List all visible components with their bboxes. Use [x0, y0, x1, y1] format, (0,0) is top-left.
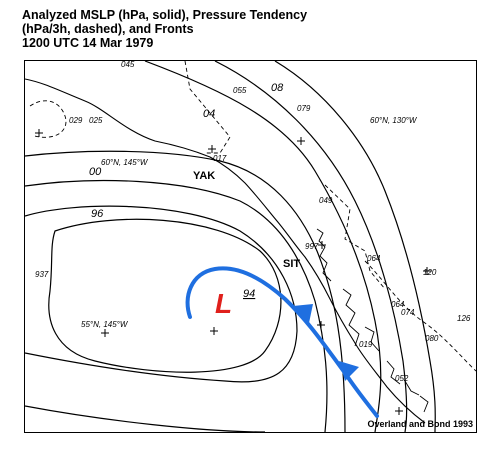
latlon-label-60n-145w: 60°N, 145°W [101, 158, 149, 167]
map-title: Analyzed MSLP (hPa, solid), Pressure Ten… [22, 8, 382, 50]
isobar-label-96: 96 [91, 208, 104, 220]
tendency-label: 064 [367, 254, 381, 263]
front-line [185, 266, 379, 418]
low-symbol: L [215, 288, 232, 319]
tendency-label: 055 [233, 86, 247, 95]
isobar [24, 179, 328, 433]
tendency-label: 080 [425, 334, 439, 343]
tendency-label: 052 [395, 374, 409, 383]
latlon-label-55n-145w: 55°N, 145°W [81, 320, 129, 329]
tendency-label: 017 [213, 154, 227, 163]
front-triangle [293, 304, 313, 323]
tendency-label: 074 [401, 308, 415, 317]
latlon-label-60n-130w: 60°N, 130°W [370, 116, 418, 125]
coastline-islands [316, 228, 429, 413]
isobar [24, 205, 298, 383]
isobar [48, 218, 282, 373]
isobar [144, 60, 382, 433]
isobar [24, 150, 346, 433]
tendency-label: 049 [319, 196, 333, 205]
tendency-label: 045 [121, 61, 135, 69]
isobar [24, 405, 266, 433]
tendency-dashed-1 [29, 100, 67, 138]
title-line-3: 1200 UTC 14 Mar 1979 [22, 36, 154, 50]
tendency-label: 997 [305, 242, 319, 251]
credit-label: Overland and Bond 1993 [367, 419, 473, 429]
border-dashed-2 [324, 184, 386, 290]
tendency-label: 019 [359, 340, 373, 349]
tendency-labels: 045 055 079 029 025 017 049 997 064 120 … [35, 60, 471, 383]
front-triangle [339, 361, 359, 381]
plus-markers [35, 129, 431, 415]
tendency-label: 937 [35, 270, 49, 279]
tendency-label: 120 [423, 268, 437, 277]
tendency-dashed-2 [364, 260, 477, 372]
title-line-1: Analyzed MSLP (hPa, solid), Pressure Ten… [22, 8, 308, 22]
tendency-label: 064 [391, 300, 405, 309]
isobar [214, 60, 408, 433]
tendency-label: 126 [457, 314, 471, 323]
isobar-label-00: 00 [89, 166, 102, 178]
title-line-2: (hPa/3h, dashed), and Fronts [22, 22, 194, 36]
isobar-label-08: 08 [271, 82, 284, 94]
isobar [274, 60, 436, 433]
coastline [24, 78, 426, 424]
tendency-label: 079 [297, 104, 311, 113]
station-sit: SIT [283, 258, 300, 270]
isobar-label-04: 04 [203, 108, 215, 120]
tendency-label: 029 [69, 116, 83, 125]
low-pressure-label: 94 [243, 288, 255, 300]
station-yak: YAK [193, 170, 215, 182]
border-dashed [184, 60, 231, 154]
tendency-label: 025 [89, 116, 103, 125]
weather-map-svg: L 94 04 00 96 08 60°N, 145°W 60°N, 130°W… [24, 60, 477, 433]
weather-map: L 94 04 00 96 08 60°N, 145°W 60°N, 130°W… [24, 60, 477, 433]
